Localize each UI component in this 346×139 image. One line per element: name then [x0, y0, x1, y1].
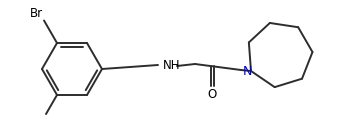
Text: N: N — [243, 64, 252, 78]
Text: O: O — [208, 88, 217, 101]
Text: NH: NH — [163, 59, 181, 71]
Text: Br: Br — [30, 7, 43, 19]
